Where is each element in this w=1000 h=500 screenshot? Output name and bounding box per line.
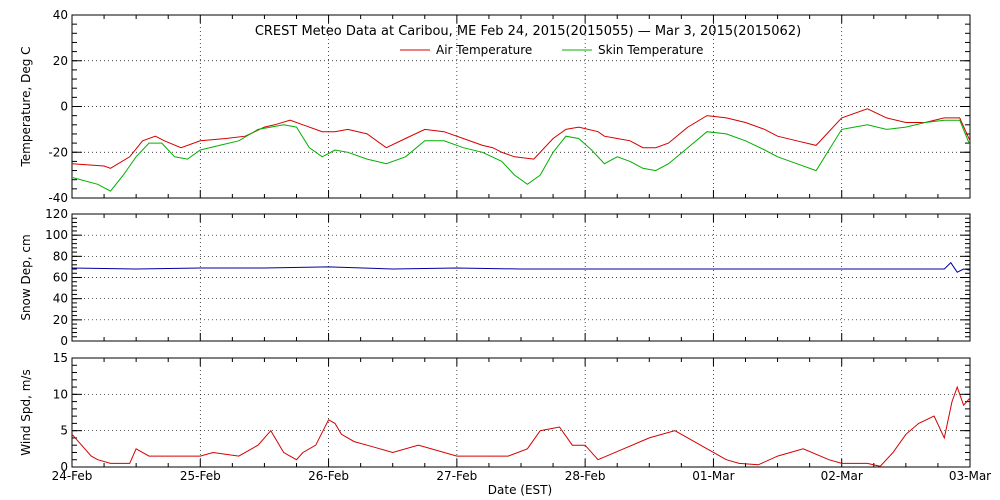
y-tick-label: 5 bbox=[60, 424, 68, 438]
x-tick-label: 26-Feb bbox=[308, 469, 349, 483]
x-axis-label: Date (EST) bbox=[488, 483, 552, 497]
temperature-panel: -40 -20 0 20 40 Temperature, Deg C Air Tempera… bbox=[19, 8, 971, 205]
legend-label: Skin Temperature bbox=[598, 43, 703, 57]
x-tick-label: 24-Feb bbox=[52, 469, 93, 483]
x-tick-label: 02-Mar bbox=[821, 469, 863, 483]
wind-speed-y-axis-label: Wind Spd, m/s bbox=[19, 369, 33, 455]
wind-speed-plot-frame bbox=[71, 357, 971, 468]
snow-depth-panel: 0 20 40 60 80 100 120 Snow Dep, cm bbox=[19, 207, 971, 348]
y-tick-label: 10 bbox=[53, 387, 68, 401]
y-tick-label: 120 bbox=[45, 207, 68, 221]
y-tick-label: 15 bbox=[53, 351, 68, 365]
temperature-y-axis-label: Temperature, Deg C bbox=[19, 46, 33, 167]
snow-depth-series-line-0 bbox=[71, 261, 971, 273]
wind-speed-panel: 0 5 10 15 Wind Spd, m/s bbox=[19, 351, 971, 474]
y-tick-label: 40 bbox=[53, 8, 68, 22]
legend-label: Air Temperature bbox=[436, 43, 532, 57]
y-tick-label: 0 bbox=[60, 460, 68, 474]
x-tick-label: 03-Mar bbox=[949, 469, 991, 483]
x-tick-label: 27-Feb bbox=[436, 469, 477, 483]
x-tick-label: 28-Feb bbox=[565, 469, 606, 483]
x-tick-label: 01-Mar bbox=[692, 469, 734, 483]
y-tick-label: 100 bbox=[45, 228, 68, 242]
x-tick-label: 25-Feb bbox=[180, 469, 221, 483]
temperature-series-line-0 bbox=[71, 108, 971, 169]
y-tick-label: 40 bbox=[53, 292, 68, 306]
chart-title: CREST Meteo Data at Caribou, ME Feb 24, … bbox=[255, 24, 801, 39]
y-tick-label: 80 bbox=[53, 249, 68, 263]
snow-depth-y-axis-label: Snow Dep, cm bbox=[19, 234, 33, 320]
y-tick-label: -40 bbox=[48, 191, 68, 205]
y-tick-label: 60 bbox=[53, 271, 68, 285]
chart-panels: -40 -20 0 20 40 Temperature, Deg C Air Tempera… bbox=[19, 8, 991, 483]
y-tick-label: 0 bbox=[60, 334, 68, 348]
y-tick-label: -20 bbox=[48, 145, 68, 159]
temperature-series-line-1 bbox=[71, 119, 971, 192]
y-tick-label: 20 bbox=[53, 313, 68, 327]
y-tick-label: 20 bbox=[53, 54, 68, 68]
wind-speed-series-line-0 bbox=[71, 385, 971, 467]
y-tick-label: 0 bbox=[60, 100, 68, 114]
